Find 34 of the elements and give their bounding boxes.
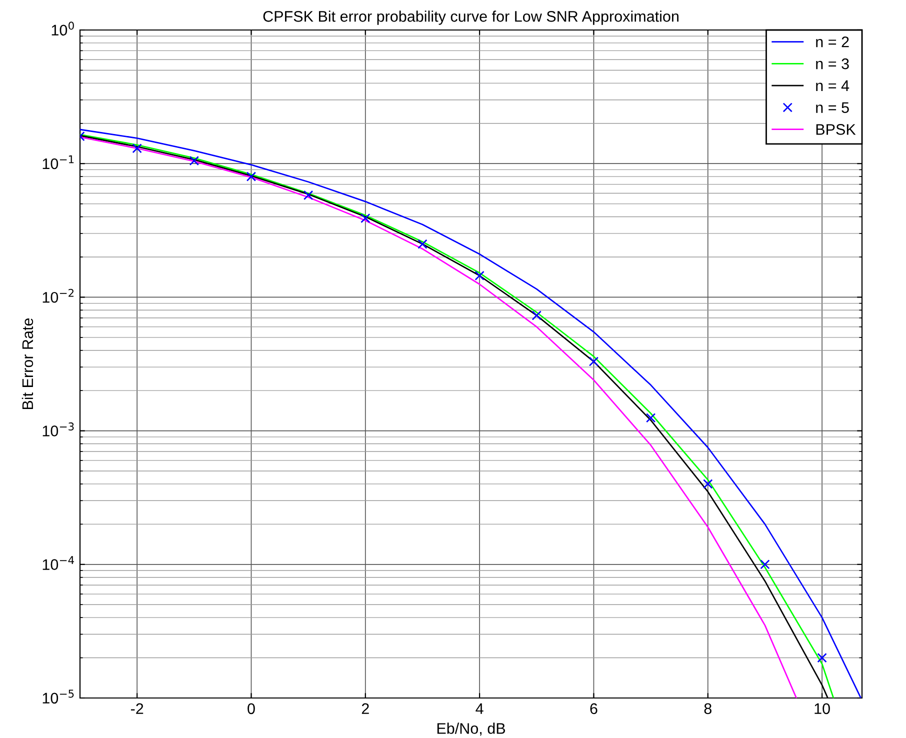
point [246, 172, 256, 182]
y-tick-label: 10$^{−1}$ [42, 155, 74, 170]
x-tick-label: 0 [248, 703, 255, 714]
x-axis-title: Eb/No, dB [437, 722, 506, 736]
y-tick-label: 10$^{−5}$ [42, 690, 74, 704]
point [303, 190, 314, 200]
legend-label: n = 4 [816, 80, 850, 91]
legend-label: n = 2 [816, 36, 849, 48]
x-tick-label: 10 [814, 703, 830, 714]
y-tick-label: 10$^{−4}$ [42, 556, 74, 570]
x-tick-label: 8 [704, 703, 712, 714]
legend-label: BPSK [816, 124, 856, 135]
point [646, 412, 656, 423]
x-tick-label: 6 [590, 703, 598, 714]
x-tick-label: -2 [130, 703, 144, 714]
point [760, 560, 770, 570]
x-tick-label: 2 [362, 703, 369, 714]
y-tick-label: 10$^{0}$ [52, 22, 74, 36]
y-tick-label: 10$^{−2}$ [42, 288, 74, 303]
chart-title: CPFSK Bit error probability curve for Low SNR Approximation [263, 10, 678, 25]
point [132, 144, 142, 154]
y-tick-label: 10$^{−3}$ [42, 422, 74, 436]
legend-label: n = 3 [816, 58, 849, 70]
point [360, 213, 370, 224]
point [817, 652, 827, 663]
point [703, 479, 713, 489]
point [474, 270, 484, 281]
point [189, 156, 200, 166]
legend-label: n = 5 [816, 102, 849, 113]
y-axis-title: Bit Error Rate [22, 318, 34, 410]
point [532, 310, 542, 320]
point [418, 239, 428, 249]
x-tick-label: 4 [476, 703, 484, 714]
point [588, 356, 599, 366]
